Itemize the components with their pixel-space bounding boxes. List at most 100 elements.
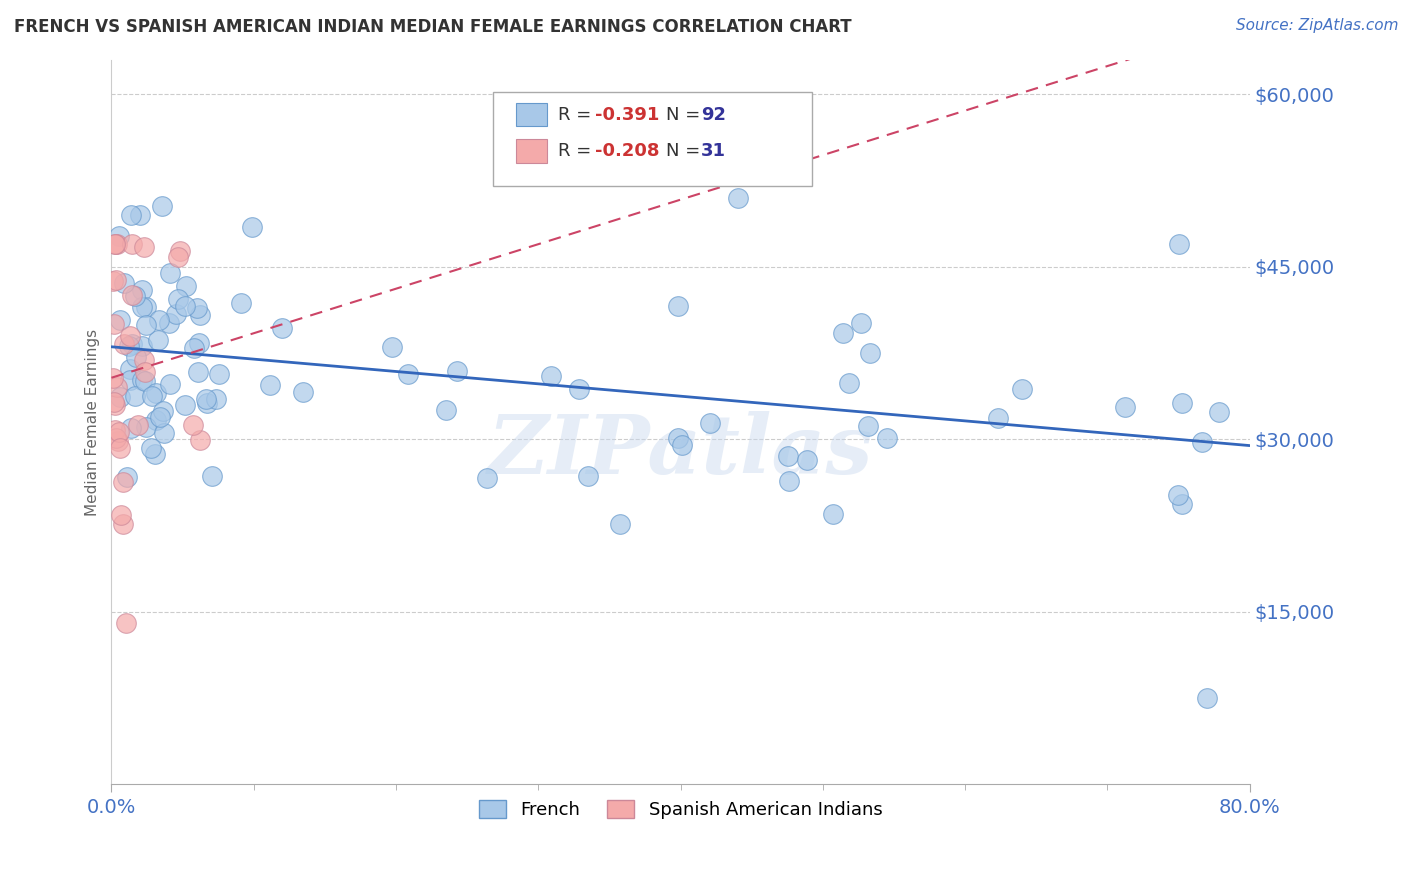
Point — [118, 339, 141, 353]
Point — [434, 403, 457, 417]
Point — [105, 380, 128, 394]
Point — [838, 376, 860, 390]
Text: N =: N = — [666, 142, 706, 160]
Point — [166, 293, 188, 307]
Text: -0.208: -0.208 — [595, 142, 659, 160]
Point — [823, 507, 845, 521]
Point — [103, 371, 125, 385]
Point — [124, 389, 146, 403]
Point — [727, 191, 749, 205]
Point — [120, 208, 142, 222]
Point — [131, 301, 153, 315]
Point — [778, 474, 800, 488]
Point — [104, 273, 127, 287]
Point — [832, 326, 855, 340]
Text: 31: 31 — [702, 142, 725, 160]
Point — [1197, 691, 1219, 706]
Point — [103, 317, 125, 331]
Point — [115, 470, 138, 484]
Point — [576, 468, 599, 483]
Text: R =: R = — [558, 142, 596, 160]
Point — [125, 350, 148, 364]
Point — [181, 418, 204, 433]
Point — [159, 377, 181, 392]
Point — [195, 395, 218, 409]
Point — [121, 287, 143, 301]
FancyBboxPatch shape — [516, 139, 547, 162]
Point — [446, 364, 468, 378]
Point — [174, 279, 197, 293]
Point — [259, 378, 281, 392]
Point — [540, 368, 562, 383]
Point — [104, 236, 127, 251]
Text: N =: N = — [666, 105, 706, 124]
Point — [110, 508, 132, 522]
Point — [120, 329, 142, 343]
Point — [118, 362, 141, 376]
Point — [141, 389, 163, 403]
Point — [110, 313, 132, 327]
Point — [153, 425, 176, 440]
Point — [104, 398, 127, 412]
Point — [669, 168, 692, 182]
Text: 92: 92 — [702, 105, 725, 124]
Point — [1171, 396, 1194, 410]
Text: Source: ZipAtlas.com: Source: ZipAtlas.com — [1236, 18, 1399, 33]
Point — [104, 431, 127, 445]
Point — [173, 398, 195, 412]
Point — [229, 295, 252, 310]
Point — [1011, 382, 1033, 396]
Point — [134, 374, 156, 388]
Point — [105, 236, 128, 251]
Point — [188, 433, 211, 447]
Point — [111, 475, 134, 490]
Point — [135, 301, 157, 315]
FancyBboxPatch shape — [492, 92, 811, 186]
Text: -0.391: -0.391 — [595, 105, 659, 124]
Point — [104, 424, 127, 438]
Point — [131, 339, 153, 353]
Point — [568, 382, 591, 396]
Point — [120, 421, 142, 435]
Text: ZIPatlas: ZIPatlas — [488, 411, 873, 491]
Point — [851, 316, 873, 330]
Point — [1191, 435, 1213, 450]
Point — [157, 316, 180, 330]
Point — [796, 452, 818, 467]
Point — [194, 392, 217, 406]
Point — [127, 417, 149, 432]
Point — [188, 309, 211, 323]
Point — [1114, 400, 1136, 414]
Point — [124, 289, 146, 303]
Point — [131, 373, 153, 387]
Point — [103, 395, 125, 409]
Point — [120, 373, 142, 387]
Point — [187, 365, 209, 379]
Point — [129, 208, 152, 222]
Point — [671, 437, 693, 451]
Point — [114, 616, 136, 631]
Point — [121, 236, 143, 251]
Point — [1167, 488, 1189, 502]
Point — [145, 413, 167, 427]
Point — [165, 307, 187, 321]
Point — [112, 336, 135, 351]
Point — [121, 337, 143, 351]
Point — [110, 390, 132, 404]
Point — [208, 367, 231, 381]
Point — [107, 425, 129, 440]
Point — [149, 410, 172, 425]
Point — [609, 517, 631, 532]
Point — [135, 419, 157, 434]
Point — [292, 384, 315, 399]
Point — [143, 447, 166, 461]
Point — [169, 244, 191, 259]
Point — [778, 450, 800, 464]
Point — [148, 334, 170, 348]
Point — [668, 431, 690, 445]
Point — [699, 417, 721, 431]
Point — [240, 219, 263, 234]
Point — [152, 404, 174, 418]
Point — [1171, 497, 1194, 511]
Point — [132, 240, 155, 254]
